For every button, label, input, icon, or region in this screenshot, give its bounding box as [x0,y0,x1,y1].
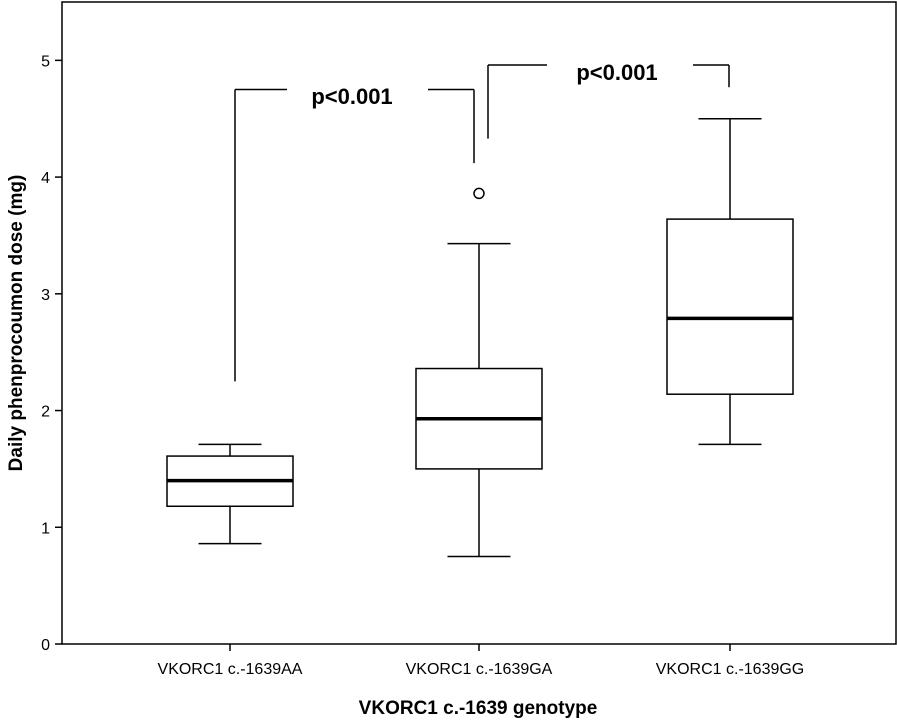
y-axis-title: Daily phenprocoumon dose (mg) [6,175,27,472]
p-value-annotation-ga-gg: p<0.001 [576,60,657,85]
p-value-annotation-aa-ga: p<0.001 [311,84,392,109]
x-axis-title: VKORC1 c.-1639 genotype [359,698,598,719]
iqr-box [666,218,794,395]
x-category-label: VKORC1 c.-1639GG [656,661,805,678]
x-category-label: VKORC1 c.-1639GA [406,661,553,678]
y-tick-label: 0 [41,637,50,654]
y-tick-label: 2 [41,404,50,421]
x-category-label: VKORC1 c.-1639AA [158,661,303,678]
y-tick-label: 3 [41,287,50,304]
y-tick-label: 4 [41,170,50,187]
y-tick-label: 5 [41,53,50,70]
y-tick-label: 1 [41,520,50,537]
outlier-point [473,187,485,200]
